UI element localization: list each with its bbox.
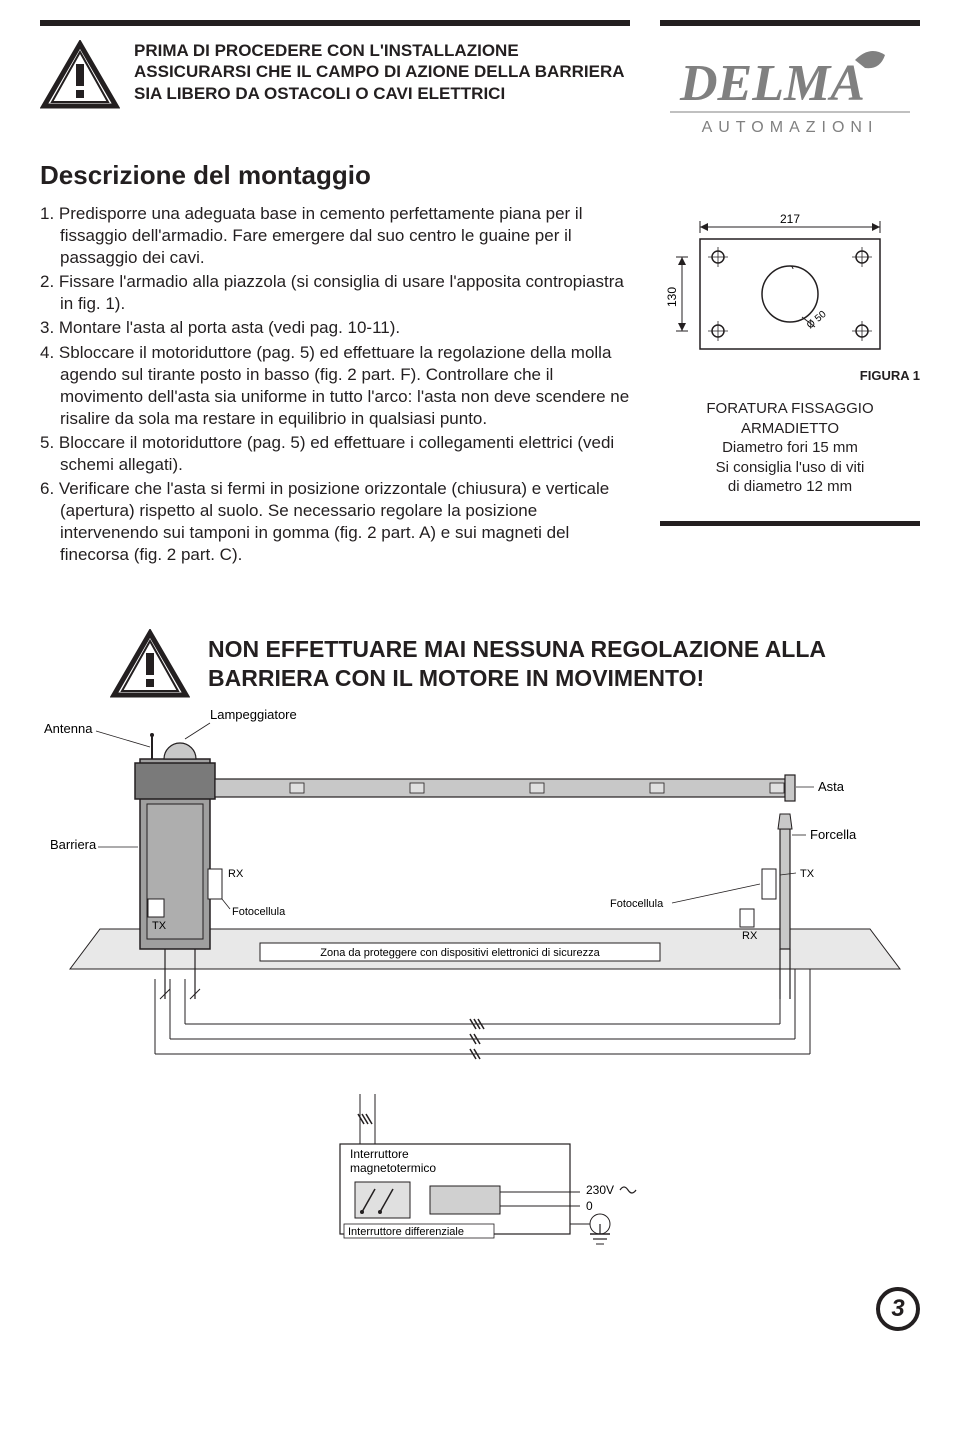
steps-list: 1. Predisporre una adeguata base in ceme… <box>40 203 630 567</box>
warning-icon <box>40 40 120 110</box>
dim-height: 130 <box>665 287 679 307</box>
caption-line: di diametro 12 mm <box>660 477 920 497</box>
label-magneto: Interruttore <box>350 1147 409 1161</box>
label-fotocellula-l: Fotocellula <box>232 906 286 918</box>
label-fotocellula-r: Fotocellula <box>610 898 664 910</box>
warning-icon <box>110 629 190 699</box>
figure-column: 217 Ø 50 <box>660 203 920 569</box>
step-item: 5. Bloccare il motoriduttore (pag. 5) ed… <box>40 432 630 476</box>
content-row: 1. Predisporre una adeguata base in ceme… <box>40 203 920 569</box>
label-rx: RX <box>228 868 244 880</box>
figure1-caption: FORATURA FISSAGGIO ARMADIETTO Diametro f… <box>660 399 920 497</box>
side-rule <box>660 521 920 526</box>
label-diff: Interruttore differenziale <box>348 1226 464 1238</box>
step-item: 4. Sbloccare il motoriduttore (pag. 5) e… <box>40 342 630 430</box>
steps-column: 1. Predisporre una adeguata base in ceme… <box>40 203 630 569</box>
mid-warning-text: NON EFFETTUARE MAI NESSUNA REGOLAZIONE A… <box>208 635 920 693</box>
step-item: 3. Montare l'asta al porta asta (vedi pa… <box>40 317 630 339</box>
label-tx: TX <box>800 868 815 880</box>
label-antenna: Antenna <box>44 721 93 736</box>
label-zero: 0 <box>586 1199 593 1213</box>
figure1-label: FIGURA 1 <box>660 368 920 383</box>
mid-warning-block: NON EFFETTUARE MAI NESSUNA REGOLAZIONE A… <box>110 629 920 699</box>
rule-right <box>660 20 920 26</box>
label-voltage: 230V <box>586 1183 614 1197</box>
label-zona: Zona da proteggere con dispositivi elett… <box>320 947 600 959</box>
logo-block: DELMA AUTOMAZIONI <box>660 40 920 150</box>
step-item: 6. Verificare che l'asta si fermi in pos… <box>40 478 630 566</box>
label-rx-right: RX <box>742 930 758 942</box>
header-row: PRIMA DI PROCEDERE CON L'INSTALLAZIONE A… <box>40 40 920 150</box>
label-forcella: Forcella <box>810 827 857 842</box>
caption-line: Si consiglia l'uso di viti <box>660 458 920 478</box>
label-tx-left: TX <box>152 920 167 932</box>
dim-width: 217 <box>780 212 800 226</box>
label-barriera: Barriera <box>50 837 97 852</box>
step-item: 2. Fissare l'armadio alla piazzola (si c… <box>40 271 630 315</box>
dim-diameter: Ø 50 <box>805 309 829 332</box>
section-title: Descrizione del montaggio <box>40 160 920 191</box>
top-rule <box>40 20 920 26</box>
page-number: 3 <box>876 1287 920 1331</box>
interrupter-diagram: Interruttore magnetotermico 230V 0 Inter… <box>40 1094 920 1274</box>
label-magneto2: magnetotermico <box>350 1161 436 1175</box>
label-asta: Asta <box>818 779 845 794</box>
rule-left <box>40 20 630 26</box>
step-item: 1. Predisporre una adeguata base in ceme… <box>40 203 630 269</box>
logo-sub-text: AUTOMAZIONI <box>702 119 879 136</box>
brand-logo: DELMA AUTOMAZIONI <box>670 40 910 150</box>
label-lampeggiatore: Lampeggiatore <box>210 707 297 722</box>
warning-text: PRIMA DI PROCEDERE CON L'INSTALLAZIONE A… <box>134 40 630 150</box>
barrier-diagram: Antenna Lampeggiatore Asta Barriera Forc… <box>40 699 920 1079</box>
caption-line: Diametro fori 15 mm <box>660 438 920 458</box>
page-number-box: 3 <box>876 1287 920 1331</box>
logo-main-text: DELMA <box>679 55 865 112</box>
warning-block: PRIMA DI PROCEDERE CON L'INSTALLAZIONE A… <box>40 40 630 150</box>
figure1-svg: 217 Ø 50 <box>660 209 900 359</box>
figure1-box: 217 Ø 50 <box>660 209 920 526</box>
caption-title: FORATURA FISSAGGIO ARMADIETTO <box>660 399 920 438</box>
